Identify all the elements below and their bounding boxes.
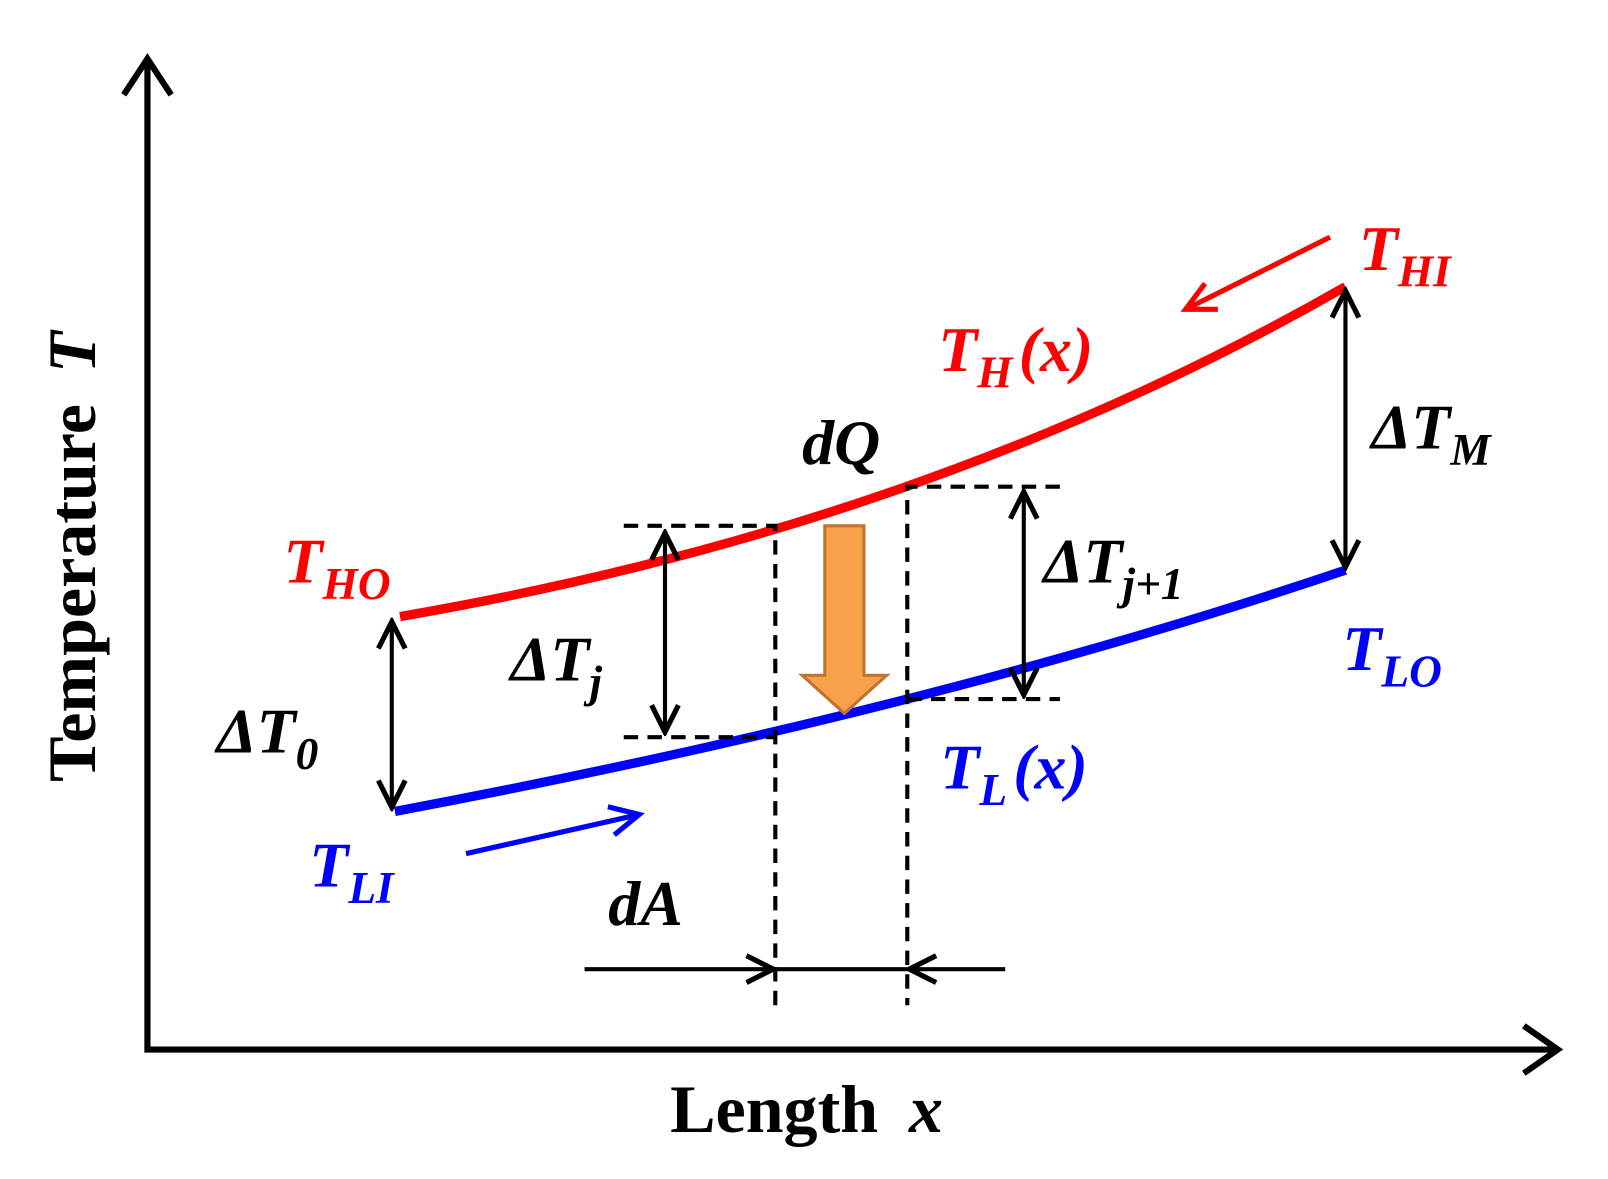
- label-main: ΔT: [214, 696, 299, 767]
- y-axis-text: Temperature: [34, 404, 110, 782]
- label-main: dQ: [802, 407, 880, 478]
- label-main: ΔT: [507, 623, 592, 694]
- label-sub: j+1: [1116, 559, 1183, 609]
- x-axis-title: Length x: [670, 1071, 943, 1147]
- label-sub: LI: [347, 863, 395, 913]
- label: THI: [1359, 213, 1452, 296]
- label-sub: L: [978, 765, 1007, 815]
- label-main: T: [940, 732, 982, 803]
- label-suffix: (x): [1013, 732, 1088, 803]
- y-axis-title: Temperature T: [34, 329, 110, 782]
- axes: [144, 61, 1555, 1053]
- hot-curve: [399, 282, 1348, 622]
- label-sub: HO: [322, 559, 391, 609]
- label-main: dA: [608, 868, 683, 939]
- y-arrowhead: [121, 53, 174, 97]
- label: THO: [284, 526, 391, 609]
- label-sub: 0: [296, 729, 319, 779]
- label-sub: LO: [1380, 647, 1441, 697]
- label-sub: H: [976, 348, 1014, 398]
- label-main: ΔT: [1368, 391, 1453, 462]
- content: Length x TemperatureT THITH(x)ΔTMdQTHOΔTj…: [34, 53, 1564, 1147]
- hot-flow-arrow: [1180, 234, 1332, 312]
- label-main: T: [309, 830, 351, 901]
- label: dQ: [802, 407, 880, 478]
- label-main: T: [938, 314, 980, 385]
- label-main: T: [1342, 613, 1384, 684]
- label: ΔTj+1: [1040, 526, 1183, 609]
- label: TH(x): [938, 314, 1093, 397]
- label: TL(x): [940, 732, 1087, 815]
- x-axis-var: x: [908, 1071, 943, 1147]
- x-arrowhead: [1522, 1023, 1564, 1076]
- label-sub: HI: [1397, 247, 1452, 297]
- label: TLI: [309, 830, 395, 913]
- label: ΔTj: [507, 623, 602, 706]
- heat-arrow: [798, 524, 891, 716]
- label: ΔT0: [214, 696, 319, 779]
- label: ΔTM: [1368, 391, 1492, 474]
- label: TLO: [1342, 613, 1442, 696]
- label-main: ΔT: [1040, 526, 1125, 597]
- label-sub: M: [1449, 425, 1492, 475]
- delta-arrows: [392, 291, 1346, 808]
- label: dA: [608, 868, 683, 939]
- label-main: T: [284, 526, 326, 597]
- dashed-lines: [623, 484, 1060, 1006]
- cold-flow-arrow: [465, 804, 645, 857]
- x-axis-text: Length: [670, 1071, 878, 1147]
- label-main: T: [1359, 213, 1401, 284]
- label-suffix: (x): [1019, 314, 1094, 385]
- y-axis-var: T: [34, 329, 110, 373]
- cold-curve: [394, 565, 1347, 816]
